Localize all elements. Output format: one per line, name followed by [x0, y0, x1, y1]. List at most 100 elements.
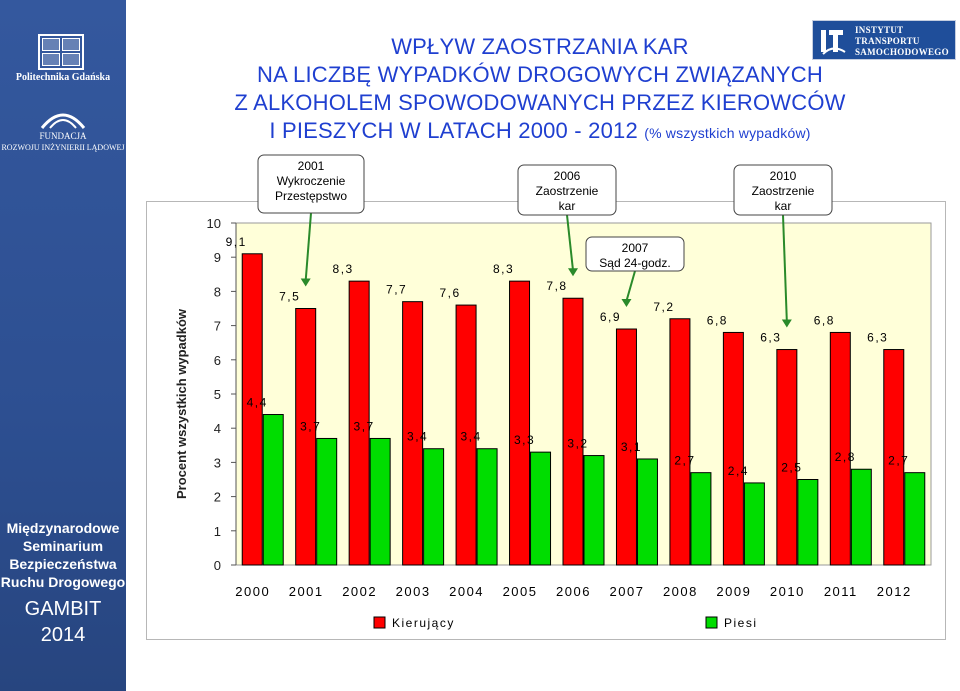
- legend-label-kierujacy: Kierujący: [392, 616, 455, 630]
- data-label-piesi-2000: 4,4: [247, 396, 268, 410]
- x-tick-label-2010: 2010: [770, 584, 805, 599]
- bar-kierujacy-2002: [348, 280, 370, 566]
- x-tick-label-2001: 2001: [289, 584, 324, 599]
- bar-piesi-2009: [743, 482, 765, 566]
- annotation-2010-text: kar: [775, 199, 792, 213]
- data-label-piesi-2005: 3,3: [514, 433, 535, 447]
- seminar-name-line4: Ruchu Drogowego: [0, 574, 126, 590]
- university-logo-icon: [38, 34, 84, 70]
- x-tick-label-2005: 2005: [503, 584, 538, 599]
- x-tick-label-2002: 2002: [342, 584, 377, 599]
- annotation-2010-box: [733, 164, 833, 216]
- page-title-subtitle: (% wszystkich wypadków): [644, 125, 811, 141]
- data-label-kierujacy-2006: 7,8: [546, 279, 567, 293]
- event-name: GAMBIT: [24, 598, 102, 620]
- data-label-piesi-2008: 2,7: [674, 454, 695, 468]
- annotation-2007-text: 2007: [622, 241, 649, 255]
- bar-kierujacy-2010: [776, 349, 798, 566]
- x-tick-label-2008: 2008: [663, 584, 698, 599]
- annotation-2006-pointer: [566, 214, 574, 271]
- bar-piesi-2006: [583, 455, 605, 566]
- bar-piesi-2007: [636, 458, 658, 566]
- university-name: Politechnika Gdańska: [15, 72, 111, 83]
- bar-kierujacy-2005: [509, 280, 531, 566]
- annotation-2006-box: [517, 164, 617, 216]
- bar-kierujacy-2012: [883, 349, 905, 566]
- legend-label-piesi: Piesi: [724, 616, 758, 630]
- data-label-kierujacy-2001: 7,5: [279, 290, 300, 304]
- data-label-piesi-2009: 2,4: [728, 464, 749, 478]
- y-axis-label: Procent wszystkich wypadków: [174, 308, 189, 499]
- data-label-kierujacy-2010: 6,3: [760, 331, 781, 345]
- bar-kierujacy-2007: [615, 328, 637, 566]
- page-title-line1: WPŁYW ZAOSTRZANIA KAR: [391, 34, 689, 59]
- x-tick-label-2007: 2007: [610, 584, 645, 599]
- data-label-kierujacy-2012: 6,3: [867, 331, 888, 345]
- bar-kierujacy-2000: [241, 253, 263, 566]
- annotation-2010-text: Zaostrzenie: [752, 184, 815, 198]
- bar-piesi-2004: [476, 448, 498, 566]
- y-tick-label: 1: [214, 524, 221, 539]
- page-title-line2: NA LICZBĘ WYPADKÓW DROGOWYCH ZWIĄZANYCH: [257, 62, 823, 87]
- bar-piesi-2005: [530, 451, 552, 566]
- x-tick-label-2004: 2004: [449, 584, 484, 599]
- annotation-2007-text: Sąd 24-godz.: [599, 256, 670, 270]
- foundation-name-line1: FUNDACJA: [39, 131, 87, 141]
- seminar-name-line2: Seminarium: [22, 538, 104, 554]
- data-label-piesi-2003: 3,4: [407, 430, 428, 444]
- annotation-2001-arrowhead: [300, 278, 311, 287]
- annotation-2006-text: kar: [559, 199, 576, 213]
- legend-swatch-kierujacy: [373, 616, 386, 629]
- annotation-2007-pointer: [625, 270, 636, 302]
- y-tick-label: 0: [214, 558, 221, 573]
- data-label-kierujacy-2004: 7,6: [439, 286, 460, 300]
- y-tick-label: 5: [214, 387, 221, 402]
- annotation-2007-box: [585, 236, 685, 272]
- bar-piesi-2008: [690, 472, 712, 566]
- x-tick-label-2006: 2006: [556, 584, 591, 599]
- annotation-2010-text: 2010: [770, 169, 797, 183]
- its-name-line2: TRANSPORTU: [855, 36, 920, 46]
- annotation-2006-arrowhead: [568, 268, 578, 277]
- bar-kierujacy-2006: [562, 297, 584, 566]
- data-label-kierujacy-2008: 7,2: [653, 300, 674, 314]
- bar-kierujacy-2009: [722, 331, 744, 566]
- annotation-2001-text: Przestępstwo: [275, 189, 347, 203]
- bar-piesi-2000: [262, 414, 284, 566]
- data-label-kierujacy-2007: 6,9: [600, 310, 621, 324]
- bar-kierujacy-2008: [669, 318, 691, 566]
- page-title-line3: Z ALKOHOLEM SPOWODOWANYCH PRZEZ KIEROWCÓ…: [234, 90, 846, 115]
- annotation-2001-text: Wykroczenie: [277, 174, 346, 188]
- annotation-2007-arrowhead: [621, 299, 632, 308]
- bar-chart: 0 1 2 3 4 5 6 7 8 9 10 Procent wszystkich wypadków 9…: [146, 154, 946, 640]
- page-title-line4-main: I PIESZYCH W LATACH 2000 - 2012: [269, 118, 638, 143]
- annotation-2010-pointer: [782, 214, 788, 322]
- data-label-kierujacy-2005: 8,3: [493, 262, 514, 276]
- seminar-name-line3: Bezpieczeństwa: [9, 556, 117, 572]
- y-tick-label: 2: [214, 490, 221, 505]
- seminar-name-line1: Międzynarodowe: [6, 520, 120, 536]
- data-label-piesi-2004: 3,4: [460, 430, 481, 444]
- data-label-piesi-2001: 3,7: [300, 419, 321, 433]
- bar-piesi-2003: [423, 448, 445, 566]
- y-tick-label: 4: [214, 421, 221, 436]
- sidebar: Politechnika Gdańska FUNDACJA ROZWOJU IN…: [0, 0, 126, 691]
- bar-kierujacy-2011: [829, 331, 851, 566]
- bar-piesi-2001: [316, 437, 338, 566]
- bar-piesi-2002: [369, 437, 391, 566]
- event-year: 2014: [40, 624, 86, 646]
- y-tick-label: 7: [214, 319, 221, 334]
- data-label-piesi-2012: 2,7: [888, 454, 909, 468]
- y-tick-label: 9: [214, 250, 221, 265]
- data-label-kierujacy-2003: 7,7: [386, 283, 407, 297]
- bar-kierujacy-2004: [455, 304, 477, 566]
- y-tick-label: 10: [207, 216, 221, 231]
- bar-piesi-2010: [797, 479, 819, 566]
- annotation-2001-text: 2001: [298, 159, 325, 173]
- annotation-2006-text: 2006: [554, 169, 581, 183]
- annotation-2006-text: Zaostrzenie: [536, 184, 599, 198]
- bar-kierujacy-2001: [295, 308, 317, 566]
- page-title-line4: I PIESZYCH W LATACH 2000 - 2012 (% wszys…: [135, 118, 945, 144]
- its-logo-icon: [821, 30, 846, 55]
- x-tick-label-2011: 2011: [824, 584, 858, 599]
